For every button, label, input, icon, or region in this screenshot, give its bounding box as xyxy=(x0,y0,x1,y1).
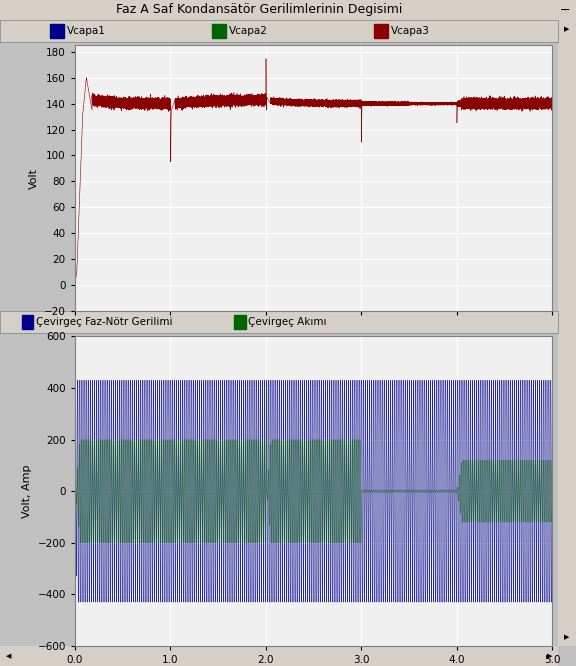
Bar xyxy=(22,316,33,328)
Bar xyxy=(374,25,388,37)
Text: ▶: ▶ xyxy=(547,653,552,659)
Bar xyxy=(234,316,245,328)
Text: ▶: ▶ xyxy=(564,634,570,640)
Y-axis label: Volt: Volt xyxy=(28,168,39,188)
Text: Çevirgeç Akımı: Çevirgeç Akımı xyxy=(248,317,327,327)
Text: Vcapa1: Vcapa1 xyxy=(67,26,106,36)
Text: Çevirgeç Faz-Nötr Gerilimi: Çevirgeç Faz-Nötr Gerilimi xyxy=(36,317,173,327)
Y-axis label: Volt, Amp: Volt, Amp xyxy=(22,464,32,518)
Text: ▶: ▶ xyxy=(564,26,570,32)
Text: −: − xyxy=(559,3,570,17)
Text: Faz A Saf Kondansätör Gerilimlerinin Degisimi: Faz A Saf Kondansätör Gerilimlerinin Deg… xyxy=(116,3,403,17)
Text: Vcapa2: Vcapa2 xyxy=(229,26,268,36)
Text: Vcapa3: Vcapa3 xyxy=(391,26,430,36)
Bar xyxy=(50,25,64,37)
Text: ◀: ◀ xyxy=(6,653,11,659)
Bar xyxy=(212,25,226,37)
